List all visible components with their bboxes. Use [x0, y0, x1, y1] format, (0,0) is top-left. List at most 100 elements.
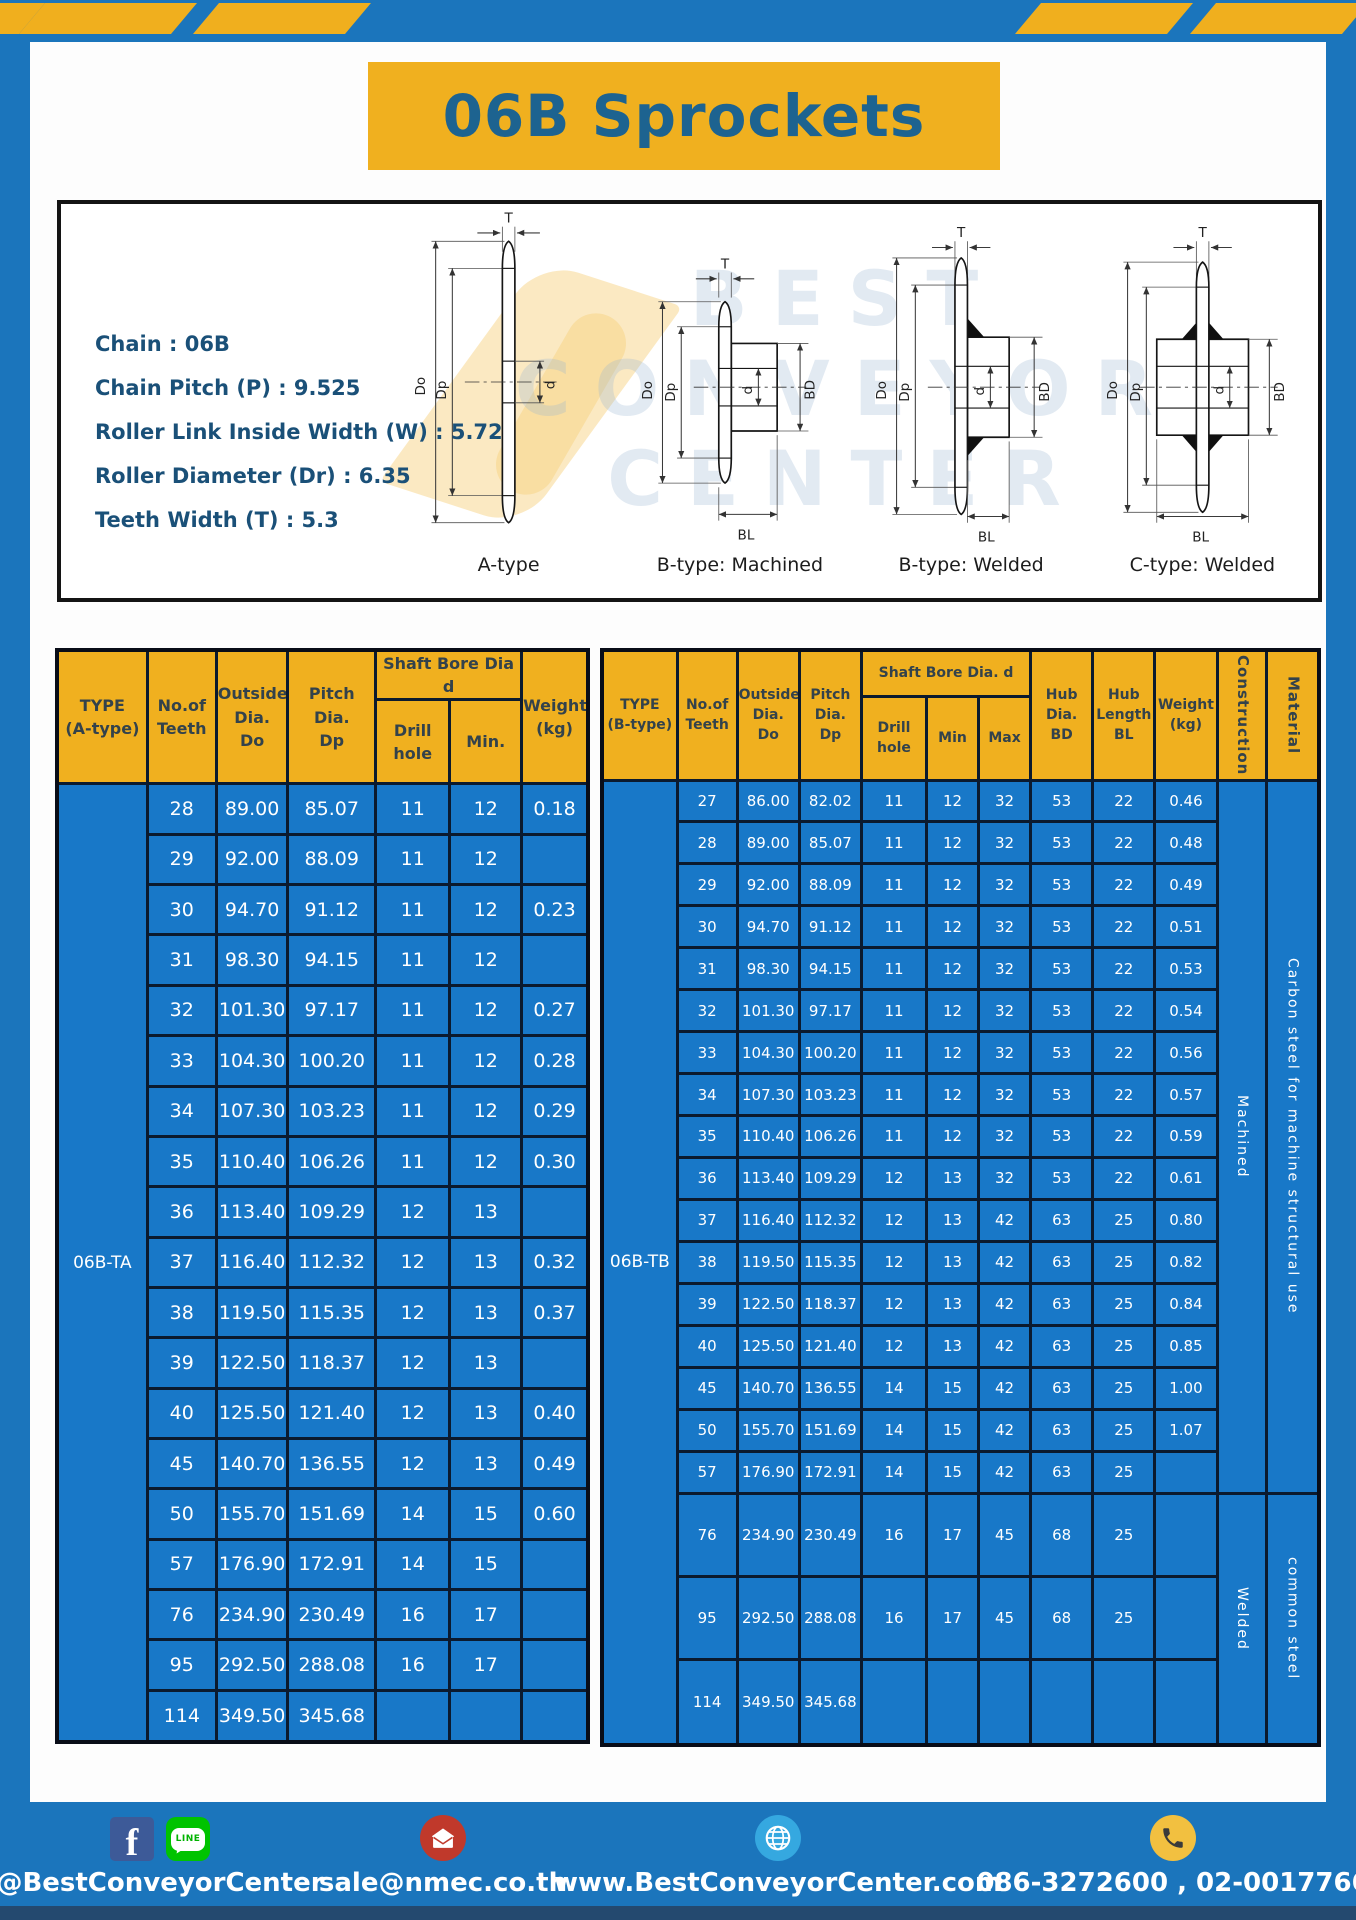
- table-cell: 116.40: [735, 1197, 801, 1243]
- table-cell: 12: [374, 1336, 452, 1390]
- table-cell: 16: [374, 1638, 452, 1692]
- table-cell: 53: [1029, 1030, 1095, 1076]
- table-cell: 32: [145, 983, 218, 1038]
- table-cell: 13: [448, 1386, 524, 1441]
- table-cell: 94.70: [735, 904, 801, 950]
- table-cell: 97.17: [797, 988, 863, 1034]
- table-cell: 30: [145, 883, 218, 937]
- table-cell: 89.00: [214, 782, 290, 836]
- table-cell: 109.29: [797, 1155, 863, 1201]
- table-cell: 50: [675, 1407, 739, 1453]
- table-cell: 17: [448, 1588, 524, 1642]
- table-cell: 176.90: [214, 1537, 290, 1592]
- table-cell: 31: [675, 946, 739, 992]
- table-cell: 14: [374, 1537, 452, 1592]
- table-cell: 125.50: [214, 1386, 290, 1441]
- table-cell: 118.37: [286, 1336, 378, 1390]
- table-cell: 82.02: [797, 778, 863, 824]
- table-cell: 32: [977, 988, 1033, 1034]
- title-banner: 06B Sprockets: [368, 62, 1000, 170]
- svg-text:d: d: [1211, 386, 1227, 395]
- email-address: sale@nmec.co.th: [318, 1868, 568, 1898]
- table-cell: 14: [859, 1449, 929, 1495]
- table-cell: [1091, 1658, 1157, 1747]
- table-cell: 0.40: [520, 1386, 590, 1441]
- table-cell: 12: [448, 832, 524, 887]
- col-header-teeth: No.of Teeth: [145, 648, 218, 786]
- table-cell: [924, 1658, 981, 1747]
- svg-text:BD: BD: [1272, 382, 1288, 402]
- table-cell: 14: [374, 1487, 452, 1541]
- svg-text:Do: Do: [413, 377, 429, 396]
- table-cell: 107.30: [735, 1072, 801, 1117]
- table-cell: 14: [859, 1407, 929, 1453]
- table-cell: 25: [1091, 1449, 1157, 1495]
- drawing-b-type-welded: T Do Dp d BD: [856, 210, 1087, 602]
- svg-text:Do: Do: [874, 381, 890, 400]
- table-cell: 172.91: [797, 1449, 863, 1495]
- table-a-body: 06B-TA 28 89.00 85.07 11 12 0.18 29 92.00 88.09 11…: [55, 782, 590, 1744]
- spec-line: Chain : 06B: [95, 332, 230, 356]
- table-cell: 11: [374, 933, 452, 987]
- drawing-c-type-welded: T Do Dp d: [1087, 210, 1318, 602]
- svg-text:T: T: [503, 211, 513, 227]
- col-header-weight: Weight (kg): [520, 648, 590, 786]
- table-cell: 110.40: [735, 1114, 801, 1159]
- drawing-caption: B-type: Welded: [898, 554, 1044, 576]
- svg-text:Dp: Dp: [434, 381, 450, 400]
- table-cell: 32: [977, 1114, 1033, 1159]
- table-cell: 15: [448, 1537, 524, 1592]
- table-cell: 29: [675, 862, 739, 908]
- table-cell: 35: [675, 1114, 739, 1159]
- table-cell: 94.15: [286, 933, 378, 987]
- table-cell: 40: [675, 1323, 739, 1369]
- table-cell: 16: [374, 1588, 452, 1642]
- table-cell: 12: [924, 1072, 981, 1117]
- table-cell: 95: [145, 1638, 218, 1692]
- table-cell: 13: [924, 1323, 981, 1369]
- table-cell: 13: [448, 1235, 524, 1289]
- line-bubble-label: LINE: [171, 1827, 205, 1851]
- svg-text:d: d: [972, 387, 988, 396]
- table-cell: 172.91: [286, 1537, 378, 1592]
- table-cell: 27: [675, 778, 739, 824]
- col-header-shaft-bore: Shaft Bore Dia. d: [859, 648, 1033, 698]
- table-cell: 101.30: [214, 983, 290, 1038]
- table-cell: 349.50: [214, 1688, 290, 1744]
- table-cell: 0.48: [1153, 820, 1219, 866]
- table-cell: 0.61: [1153, 1155, 1219, 1201]
- c-type-welded-cross-section: T Do Dp d: [1105, 225, 1288, 545]
- table-cell: 22: [1091, 820, 1157, 866]
- col-header-weight: Weight (kg): [1153, 648, 1219, 782]
- table-cell: 50: [145, 1487, 218, 1541]
- table-cell: 76: [675, 1491, 739, 1578]
- col-header-min: Min: [924, 694, 981, 782]
- table-cell: 11: [859, 904, 929, 950]
- table-cell: 63: [1029, 1407, 1095, 1453]
- svg-text:Dp: Dp: [897, 383, 913, 402]
- table-cell: 12: [859, 1281, 929, 1327]
- table-cell: 35: [145, 1134, 218, 1189]
- table-cell: 68: [1029, 1574, 1095, 1662]
- table-cell: 0.18: [520, 782, 590, 836]
- website-url: www.BestConveyorCenter.com: [554, 1868, 1002, 1898]
- table-cell: 22: [1091, 862, 1157, 908]
- table-cell: 32: [977, 946, 1033, 992]
- table-cell: 34: [145, 1084, 218, 1138]
- table-cell: 45: [145, 1437, 218, 1491]
- svg-text:BD: BD: [1036, 382, 1052, 402]
- table-cell: [520, 1588, 590, 1642]
- table-b-type: TYPE (B-type) No.of Teeth Outside Dia. D…: [600, 648, 1321, 1747]
- table-cell: 12: [374, 1386, 452, 1441]
- table-cell: 12: [924, 904, 981, 950]
- table-cell: 34: [675, 1072, 739, 1117]
- col-header-drill-hole: Drill hole: [374, 698, 452, 786]
- table-a-type: TYPE (A-type) No.of Teeth Outside Dia. D…: [55, 648, 590, 1744]
- table-cell: 13: [924, 1281, 981, 1327]
- table-cell: 119.50: [735, 1239, 801, 1285]
- table-cell: 11: [859, 946, 929, 992]
- table-cell: [859, 1658, 929, 1747]
- corner-stripe: [1014, 3, 1194, 34]
- table-cell: 85.07: [286, 782, 378, 836]
